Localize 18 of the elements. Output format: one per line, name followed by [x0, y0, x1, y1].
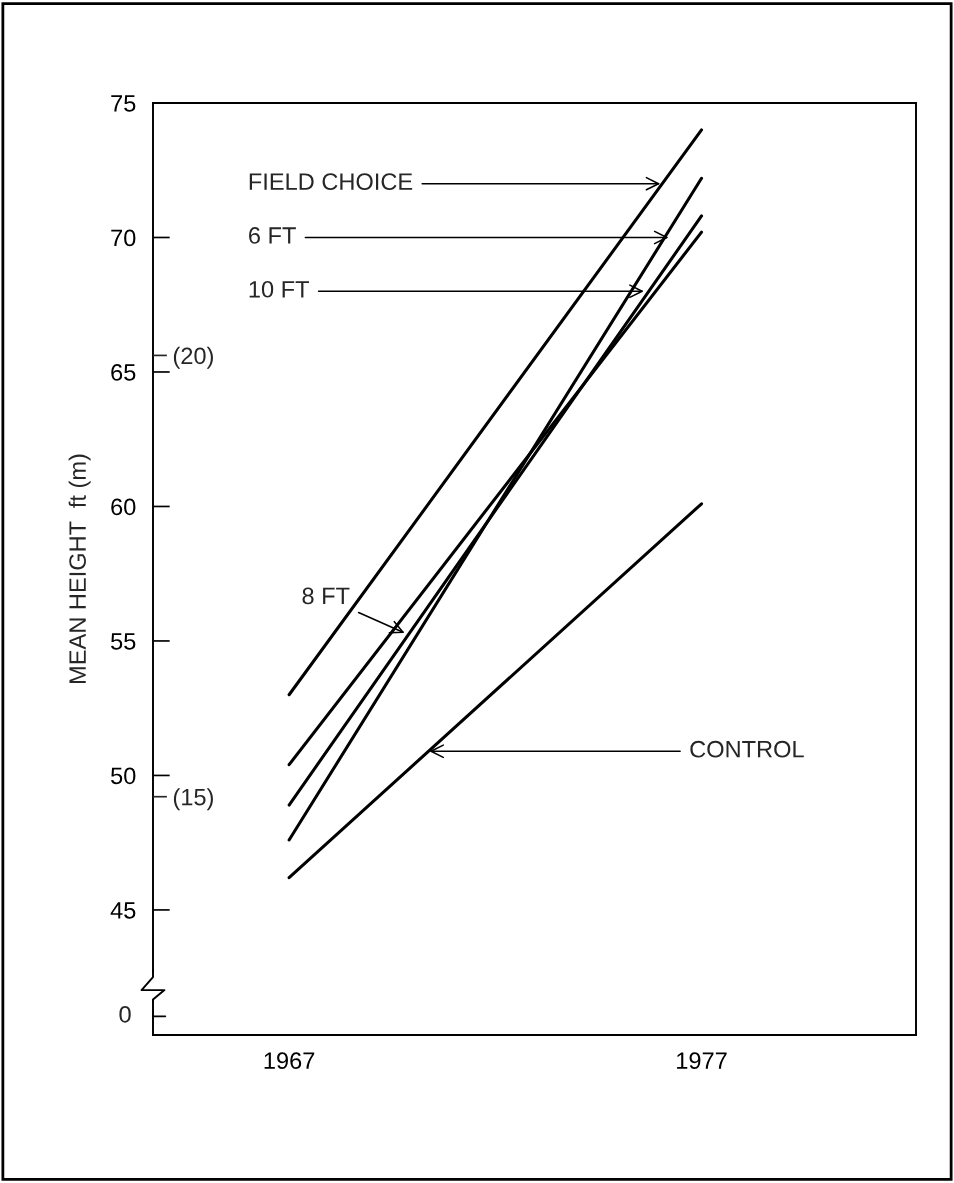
- x-tick-label: 1977: [677, 1052, 727, 1070]
- y2-tick-label: (15): [173, 788, 213, 811]
- annotation: FIELD CHOICE: [249, 173, 413, 191]
- annotation: 6 FT: [249, 227, 296, 244]
- y-tick-label: 45: [110, 902, 136, 919]
- annotation: 8 FT: [302, 587, 350, 605]
- annotation: 10 FT: [249, 280, 309, 298]
- y-tick-label: 50: [111, 767, 136, 785]
- x-tick-label: 1967: [264, 1052, 315, 1070]
- y-tick-label: 55: [111, 633, 136, 650]
- y-axis-title: MEAN HEIGHT ft (m): [68, 454, 91, 683]
- y-tick-label: 65: [111, 364, 136, 381]
- y-tick-label: 60: [111, 498, 136, 516]
- y-tick-label: 75: [111, 95, 136, 112]
- text: 0: [119, 1005, 131, 1023]
- y2-tick-label: (20): [173, 346, 213, 369]
- annotation: CONTROL: [690, 740, 804, 758]
- y-tick-label: 70: [111, 229, 136, 247]
